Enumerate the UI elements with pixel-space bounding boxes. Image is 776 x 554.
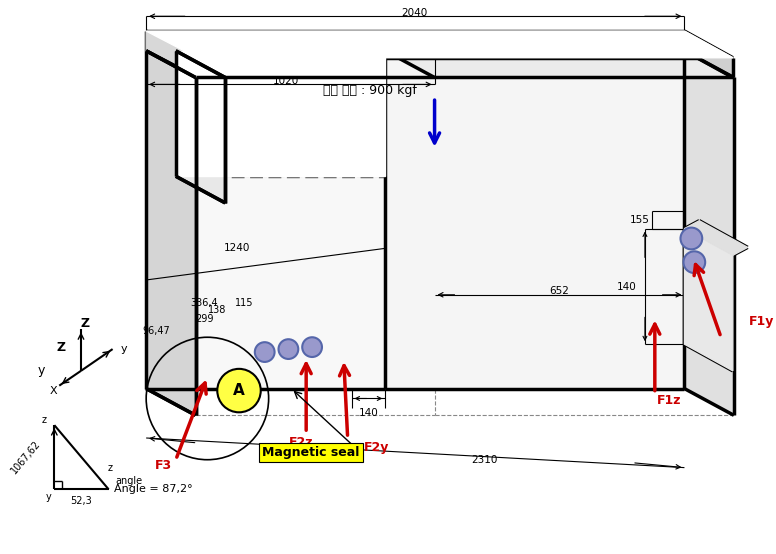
Text: 1067,62: 1067,62 [9,438,43,475]
Polygon shape [684,229,733,371]
Text: 140: 140 [359,408,378,418]
Text: X: X [50,386,57,396]
Text: 115: 115 [234,297,253,307]
Circle shape [217,369,261,412]
Text: 편판 무게 : 900 kgf: 편판 무게 : 900 kgf [324,84,417,97]
Text: y: y [38,365,45,377]
Text: 336,4: 336,4 [191,297,218,307]
Text: Z: Z [81,317,89,330]
Polygon shape [146,51,385,388]
Polygon shape [146,31,198,78]
Text: F2y: F2y [363,442,389,454]
Text: F3: F3 [154,459,171,472]
Text: Angle = 87,2°: Angle = 87,2° [114,484,192,494]
Text: z: z [42,415,47,425]
Text: z: z [107,463,112,473]
Polygon shape [176,51,225,203]
Polygon shape [684,31,733,78]
Circle shape [684,252,705,273]
Text: angle: angle [116,476,143,486]
Polygon shape [385,51,684,388]
Text: y: y [120,344,127,354]
Text: F1z: F1z [656,394,681,407]
Text: 299: 299 [196,315,213,325]
Polygon shape [385,51,734,78]
Polygon shape [146,31,684,51]
Circle shape [255,342,275,362]
Circle shape [681,228,702,249]
Text: A: A [233,383,245,398]
Polygon shape [176,51,385,176]
Text: 140: 140 [617,282,637,292]
Circle shape [279,339,298,359]
Text: 1240: 1240 [223,243,250,253]
Text: Magnetic seal: Magnetic seal [262,447,360,459]
Text: F1y: F1y [749,315,774,328]
Text: 96,47: 96,47 [142,326,170,336]
Circle shape [302,337,322,357]
Text: y: y [46,493,51,502]
Text: 2040: 2040 [402,8,428,18]
Text: 52,3: 52,3 [70,496,92,506]
Polygon shape [146,51,196,416]
Text: 155: 155 [630,215,650,225]
Polygon shape [146,31,733,58]
Text: 1020: 1020 [273,76,300,86]
Polygon shape [684,51,734,416]
Text: 652: 652 [549,286,569,296]
Text: 2310: 2310 [471,455,497,465]
Polygon shape [684,220,747,255]
Text: F2z: F2z [289,437,314,449]
Text: 138: 138 [208,305,227,315]
Text: Z: Z [57,341,66,353]
